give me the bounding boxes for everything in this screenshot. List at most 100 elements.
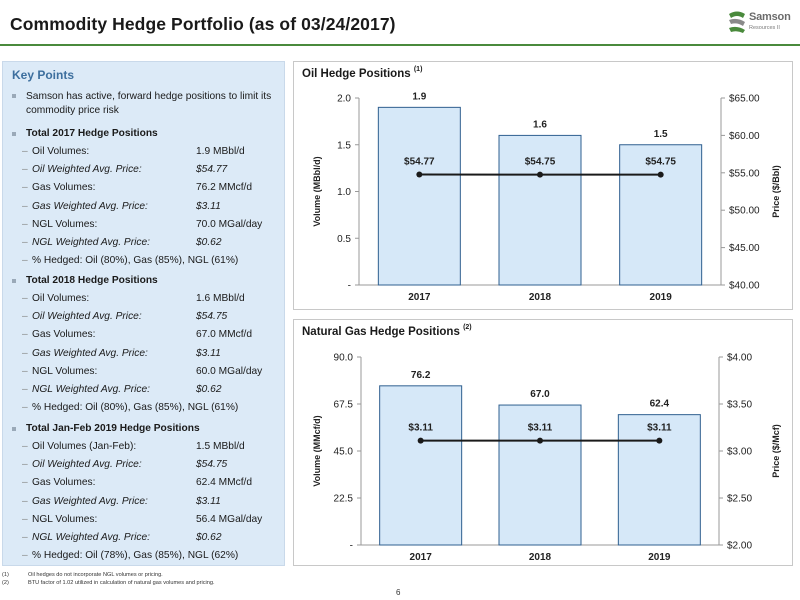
hedge-row: – Gas Weighted Avg. Price: $3.11 [22,496,282,510]
hedge-row: – Oil Volumes: 1.6 MBbl/d [22,293,282,307]
hedge-value: $0.62 [196,532,222,543]
hedge-value: $54.77 [196,164,228,176]
hedge-row: – NGL Volumes: 60.0 MGal/day [22,366,282,380]
hedge-label: NGL Volumes: [32,218,98,230]
hedge-label: Oil Weighted Avg. Price: [32,311,142,323]
dash-icon: – [22,347,28,359]
oil-hedge-chart: - 0.5 1.0 1.5 2.0 $40.00 $45.00 $50.00 $55.00 $60… [312,91,781,303]
hedge-label: Oil Volumes: [32,146,90,157]
bar [379,385,463,546]
hedge-row: – Gas Volumes: 76.2 MMcf/d [22,182,282,196]
dash-icon: – [22,495,28,507]
bar-value-label: 1.5 [654,129,668,140]
hedge-value: $3.11 [196,200,221,212]
hedge-row: – Oil Weighted Avg. Price: $54.75 [22,311,282,325]
hedge-label: NGL Volumes: [32,513,98,525]
hedge-value: 1.5 MBbl/d [196,441,245,452]
y-tick-label: 67.5 [334,400,354,411]
hedge-label: % Hedged: Oil (80%), Gas (85%), NGL (61%… [32,255,239,267]
hedge-value: 70.0 MGal/day [196,218,263,230]
dash-icon: – [22,513,28,525]
y2-tick-label: $2.50 [727,494,752,505]
dash-icon: – [22,550,28,562]
y2-tick-label: $2.00 [727,541,752,552]
hedge-value: $54.75 [196,459,228,471]
dash-icon: – [22,365,28,377]
category-label: 2019 [650,292,673,303]
header-rule [0,44,800,46]
dash-icon: – [22,218,28,230]
category-label: 2018 [529,292,552,303]
hedge-label: Gas Weighted Avg. Price: [32,347,148,359]
price-point [416,171,423,178]
chart-title: Oil Hedge Positions (1) [302,66,423,80]
hedge-label: Gas Volumes: [32,182,96,194]
hedge-row: – NGL Volumes: 56.4 MGal/day [22,514,282,528]
hedge-row: –% Hedged: Oil (80%), Gas (85%), NGL (61… [22,255,282,269]
hedge-label: Gas Volumes: [32,477,96,489]
hedge-value: 76.2 MMcf/d [196,182,253,194]
bullet-icon [12,132,16,136]
hedge-value: $54.75 [196,311,228,323]
hedge-row: – Oil Volumes: 1.9 MBbl/d [22,146,282,160]
y-axis-title: Volume (MMcf/d) [312,415,322,486]
hedge-label: NGL Weighted Avg. Price: [32,532,150,543]
hedge-row: – Oil Weighted Avg. Price: $54.77 [22,164,282,178]
bar [619,144,703,286]
y2-tick-label: $50.00 [729,206,760,217]
hedge-label: Gas Weighted Avg. Price: [32,200,148,212]
hedge-row: – NGL Weighted Avg. Price: $0.62 [22,532,282,546]
hedge-value: 60.0 MGal/day [196,365,263,377]
hedge-value: $0.62 [196,237,222,248]
hedge-row: – Gas Volumes: 67.0 MMcf/d [22,329,282,343]
bar-value-label: 1.9 [412,91,426,102]
dash-icon: – [22,200,28,212]
gas-hedge-chart: - 22.5 45.0 67.5 90.0 $2.00 $2.50 $3.00 $3.50 $4.… [312,353,781,564]
dash-icon: – [22,459,28,471]
hedge-row: –% Hedged: Oil (80%), Gas (85%), NGL (61… [22,402,282,416]
bullet-icon [12,279,16,283]
category-label: 2018 [529,552,552,563]
hedge-value: 56.4 MGal/day [196,513,263,525]
section-heading: Total Jan-Feb 2019 Hedge Positions [12,423,200,434]
hedge-label: NGL Weighted Avg. Price: [32,237,150,248]
y2-tick-label: $65.00 [729,94,760,105]
price-point [537,437,543,444]
hedge-row: – Gas Volumes: 62.4 MMcf/d [22,477,282,491]
y-tick-label: 45.0 [334,447,354,458]
y-tick-label: 22.5 [334,494,354,505]
price-label: $54.75 [525,157,556,168]
price-point [656,437,663,444]
samson-s-logo-icon [729,11,745,33]
page-header: Commodity Hedge Portfolio (as of 03/24/2… [0,0,800,46]
key-points-intro: Samson has active, forward hedge positio… [12,90,280,118]
y2-tick-label: $55.00 [729,168,760,179]
price-point [537,171,543,178]
oil-hedge-chart-panel: Oil Hedge Positions (1) - 0.5 1.0 1.5 2.0 $40… [293,61,793,310]
hedge-row: – Oil Weighted Avg. Price: $54.75 [22,459,282,473]
dash-icon: – [22,441,28,452]
hedge-value: 62.4 MMcf/d [196,477,253,489]
intro-text: Samson has active, forward hedge positio… [26,91,272,116]
hedge-row: – Gas Weighted Avg. Price: $3.11 [22,201,282,215]
bar [377,106,461,286]
logo-subtitle: Resources II [749,25,780,31]
hedge-value: $3.11 [196,347,221,359]
bar-value-label: 67.0 [530,389,550,400]
bar-value-label: 62.4 [650,399,670,410]
dash-icon: – [22,237,28,248]
dash-icon: – [22,255,28,267]
hedge-label: Gas Volumes: [32,329,96,341]
price-label: $3.11 [528,423,553,434]
chart-title: Natural Gas Hedge Positions (2) [302,324,472,338]
bar-value-label: 76.2 [411,370,431,381]
price-point [417,437,424,444]
price-label: $54.77 [404,157,435,168]
hedge-value: 67.0 MMcf/d [196,329,253,341]
dash-icon: – [22,329,28,341]
y-tick-label: 1.0 [337,187,351,198]
key-points-panel: Key Points Samson has active, forward he… [2,61,285,566]
hedge-row: – NGL Volumes: 70.0 MGal/day [22,219,282,233]
hedge-label: Oil Weighted Avg. Price: [32,164,142,176]
dash-icon: – [22,384,28,395]
